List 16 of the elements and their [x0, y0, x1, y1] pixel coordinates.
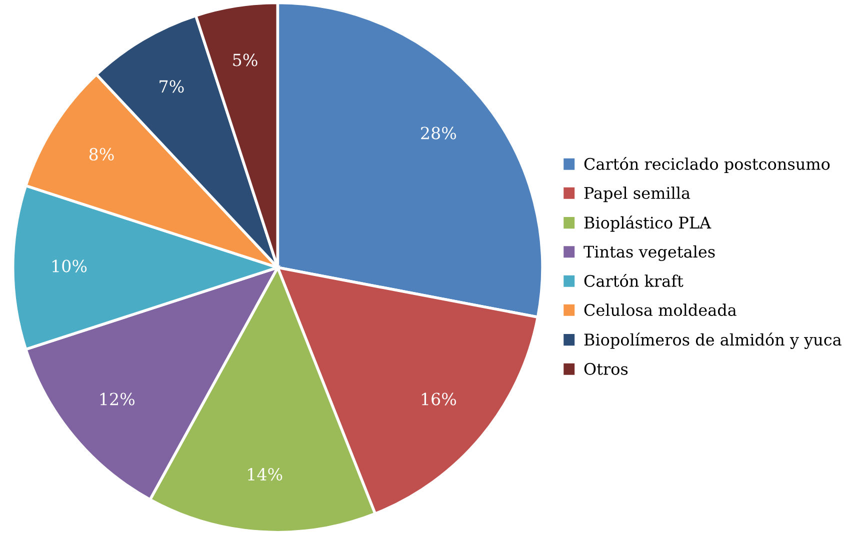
legend-label: Papel semilla — [584, 186, 690, 202]
legend-label: Tintas vegetales — [584, 245, 715, 262]
data-label: 12% — [100, 392, 134, 406]
data-label: 16% — [422, 392, 456, 406]
data-label: 28% — [421, 126, 456, 140]
legend-label: Biopolímeros de almidón y yuca — [584, 332, 842, 349]
data-label: 14% — [248, 468, 282, 481]
legend-label: Cartón kraft — [584, 274, 684, 287]
legend-label: Celulosa moldeada — [584, 304, 736, 316]
legend-label: Bioplástico PLA — [584, 216, 712, 232]
legend-label: Otros — [584, 362, 628, 375]
legend-label: Cartón reciclado postconsumo — [584, 156, 830, 174]
data-label: 5% — [233, 54, 258, 66]
data-label: 7% — [160, 80, 184, 93]
data-label: 8% — [89, 148, 114, 161]
data-label: 10% — [52, 260, 87, 272]
